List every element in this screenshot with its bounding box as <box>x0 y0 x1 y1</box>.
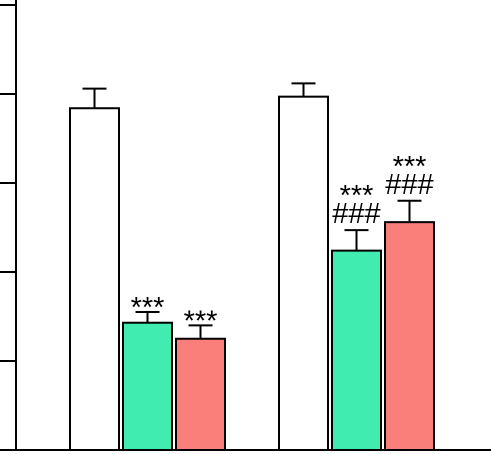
significance-label-g1-3: *** <box>184 305 218 337</box>
bar-g2-2 <box>331 249 382 451</box>
significance-label-g1-2: *** <box>131 292 165 324</box>
bar-g1-3 <box>175 337 226 451</box>
significance-label-g2-3: *** ### <box>385 151 433 201</box>
annotations-layer: *** *** *** ###*** ### <box>131 151 434 338</box>
y-axis-ticks <box>0 4 16 451</box>
bars-layer <box>69 95 435 452</box>
significance-label-g2-2: *** ### <box>332 180 380 230</box>
bar-g1-1 <box>69 107 120 452</box>
error-bars-layer <box>82 82 422 339</box>
bar-g1-2 <box>122 321 173 452</box>
bar-g2-1 <box>278 95 329 451</box>
bar-g2-3 <box>384 221 435 451</box>
